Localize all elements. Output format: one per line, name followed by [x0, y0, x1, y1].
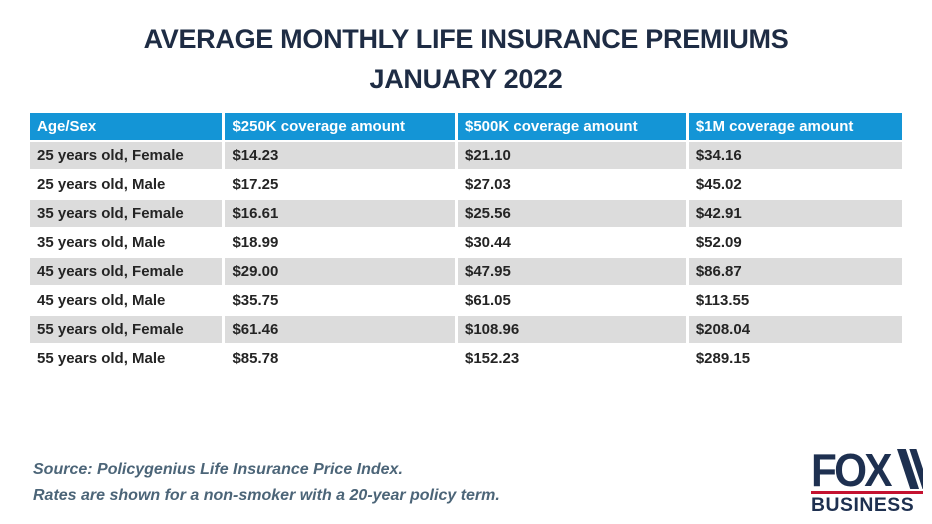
column-header: $250K coverage amount [225, 113, 455, 140]
title-line-1: AVERAGE MONTHLY LIFE INSURANCE PREMIUMS [143, 24, 789, 54]
table-header-row: Age/Sex $250K coverage amount $500K covera… [30, 113, 902, 140]
row-label-cell: 55 years old, Male [30, 345, 223, 372]
premium-value-cell: $45.02 [688, 171, 902, 198]
logo-red-line [811, 491, 923, 494]
page-title: AVERAGE MONTHLY LIFE INSURANCE PREMIUMS … [0, 0, 932, 99]
table-row: 35 years old, Male $18.99 $30.44 $52.09 [30, 229, 902, 256]
source-note: Source: Policygenius Life Insurance Pric… [33, 457, 500, 509]
table-row: 25 years old, Male $17.25 $27.03 $45.02 [30, 171, 902, 198]
premium-value-cell: $61.05 [457, 287, 686, 314]
table-row: 35 years old, Female $16.61 $25.56 $42.91 [30, 200, 902, 227]
title-line-2: JANUARY 2022 [369, 64, 563, 94]
premium-value-cell: $27.03 [457, 171, 686, 198]
premium-value-cell: $289.15 [688, 345, 902, 372]
row-label-cell: 25 years old, Male [30, 171, 223, 198]
logo-business-text: BUSINESS [811, 495, 915, 516]
premium-value-cell: $14.23 [225, 142, 455, 169]
logo-top-row: FOX [811, 444, 923, 496]
premium-value-cell: $16.61 [225, 200, 455, 227]
fox-searchlight-icon [896, 449, 923, 489]
premium-value-cell: $85.78 [225, 345, 455, 372]
premium-value-cell: $21.10 [457, 142, 686, 169]
premium-value-cell: $25.56 [457, 200, 686, 227]
premium-value-cell: $17.25 [225, 171, 455, 198]
row-label-cell: 35 years old, Female [30, 200, 223, 227]
premium-value-cell: $29.00 [225, 258, 455, 285]
row-label-cell: 45 years old, Female [30, 258, 223, 285]
row-label-cell: 35 years old, Male [30, 229, 223, 256]
premium-value-cell: $34.16 [688, 142, 902, 169]
row-label-cell: 55 years old, Female [30, 316, 223, 343]
premium-value-cell: $47.95 [457, 258, 686, 285]
premium-value-cell: $42.91 [688, 200, 902, 227]
premium-value-cell: $86.87 [688, 258, 902, 285]
row-label-cell: 45 years old, Male [30, 287, 223, 314]
premium-value-cell: $18.99 [225, 229, 455, 256]
source-line-1: Source: Policygenius Life Insurance Pric… [33, 461, 403, 478]
table-row: 45 years old, Female $29.00 $47.95 $86.87 [30, 258, 902, 285]
premium-value-cell: $108.96 [457, 316, 686, 343]
row-label-cell: 25 years old, Female [30, 142, 223, 169]
source-line-2: Rates are shown for a non-smoker with a … [33, 487, 500, 504]
fox-business-logo: FOX BUSINESS [811, 444, 923, 517]
premium-value-cell: $30.44 [457, 229, 686, 256]
premium-value-cell: $61.46 [225, 316, 455, 343]
column-header: $1M coverage amount [688, 113, 902, 140]
premium-value-cell: $35.75 [225, 287, 455, 314]
premium-value-cell: $113.55 [688, 287, 902, 314]
premium-value-cell: $52.09 [688, 229, 902, 256]
logo-fox-text: FOX [811, 444, 892, 496]
table-row: 55 years old, Male $85.78 $152.23 $289.15 [30, 345, 902, 372]
table-row: 45 years old, Male $35.75 $61.05 $113.55 [30, 287, 902, 314]
table-row: 55 years old, Female $61.46 $108.96 $208.04 [30, 316, 902, 343]
premiums-table: Age/Sex $250K coverage amount $500K covera… [27, 111, 905, 374]
table-row: 25 years old, Female $14.23 $21.10 $34.16 [30, 142, 902, 169]
column-header: $500K coverage amount [457, 113, 686, 140]
premium-value-cell: $152.23 [457, 345, 686, 372]
column-header: Age/Sex [30, 113, 223, 140]
premium-value-cell: $208.04 [688, 316, 902, 343]
